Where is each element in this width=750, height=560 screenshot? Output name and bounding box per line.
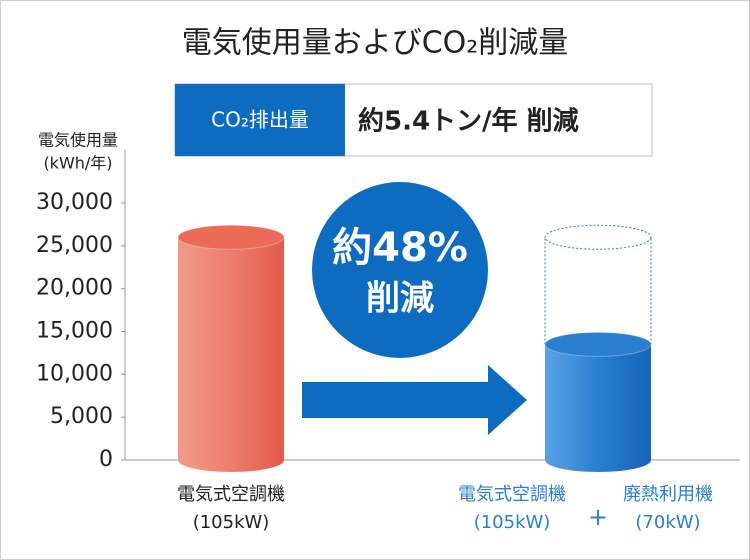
x-tick-label: (105kW) — [193, 512, 270, 533]
chart-title: 電気使用量およびCO₂削減量 — [182, 26, 569, 61]
previous-outline — [544, 237, 652, 345]
bar-top — [177, 224, 285, 250]
x-tick-label: 電気式空調機 — [458, 484, 566, 505]
previous-outline-top — [544, 224, 652, 250]
y-tick-label: 10,000 — [36, 361, 113, 386]
x-tick-label: + — [588, 503, 608, 531]
y-tick-label: 0 — [99, 447, 113, 472]
x-tick-label: (70kW) — [635, 512, 700, 533]
badge-text: 約48% — [332, 225, 468, 271]
y-tick-label: 5,000 — [50, 404, 113, 429]
x-tick-label: (105kW) — [474, 512, 551, 533]
y-tick-label: 30,000 — [36, 190, 113, 215]
co2-label: CO₂排出量 — [211, 108, 309, 132]
x-tick-label: 電気式空調機 — [177, 484, 285, 505]
bar — [178, 237, 284, 460]
co2-label-box — [175, 84, 345, 156]
arrow — [302, 365, 527, 435]
y-axis-label: (kWh/年) — [43, 154, 112, 173]
y-tick-label: 20,000 — [36, 276, 113, 301]
badge-text: 削減 — [366, 279, 434, 319]
badge — [312, 182, 488, 358]
co2-value: 約5.4トン/年 削減 — [358, 106, 579, 137]
y-axis-label: 電気使用量 — [38, 131, 118, 150]
x-tick-label: 廃熱利用機 — [623, 484, 713, 505]
bar — [545, 344, 651, 460]
y-tick-label: 25,000 — [36, 233, 113, 258]
y-tick-label: 15,000 — [36, 319, 113, 344]
bar-top — [544, 331, 652, 357]
